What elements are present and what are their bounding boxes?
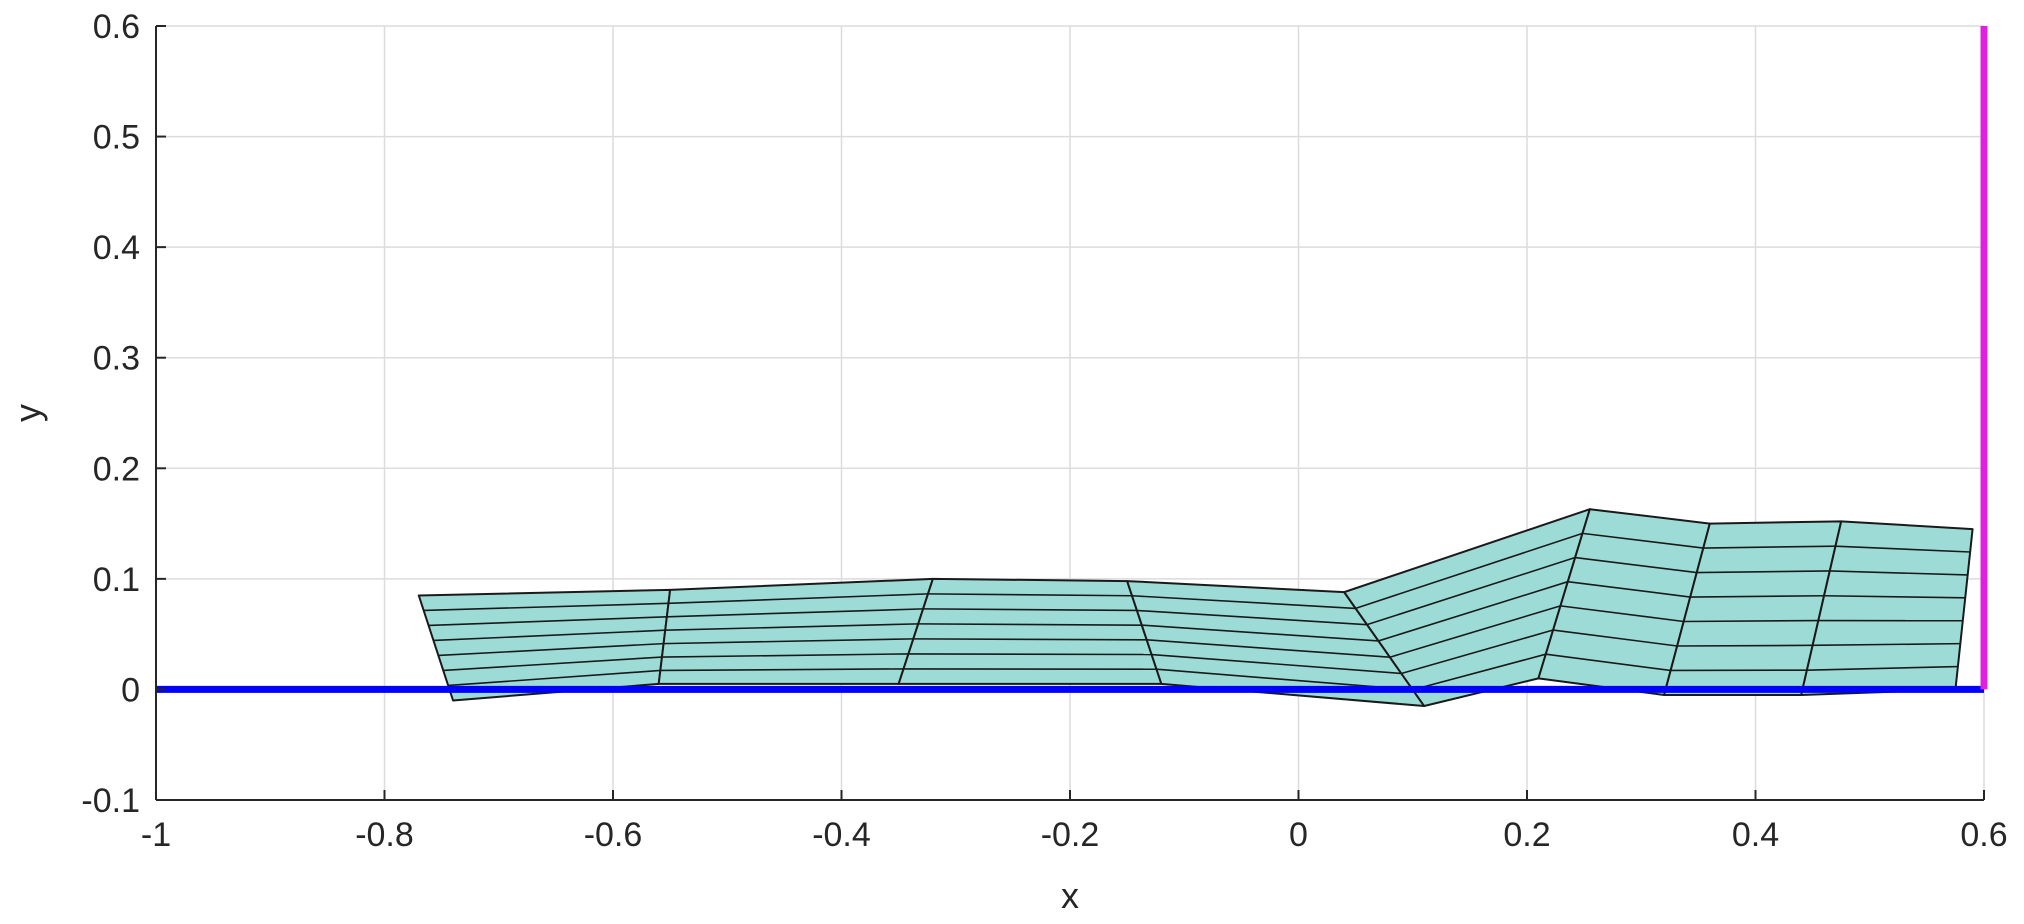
mesh-layer-line <box>923 608 1137 612</box>
x-axis-label: x <box>1061 875 1079 916</box>
y-tick-label: 0 <box>121 671 140 709</box>
y-tick-label: 0.1 <box>93 561 140 599</box>
mesh-layer-line <box>913 638 1147 641</box>
mesh-layer-line <box>423 602 669 612</box>
mesh-layer-line <box>660 668 904 672</box>
y-tick-label: -0.1 <box>81 782 140 820</box>
mesh-layer-line <box>1696 570 1830 574</box>
mesh-layer-line <box>1366 556 1576 626</box>
mesh-layer-line <box>1835 545 1971 553</box>
tick-labels: -1 -0.8 -0.6 -0.4 -0.2 0 0.2 0.4 0.6 -0.1 0 0.1 0.2 0… <box>81 8 2007 854</box>
mesh-layer-line <box>666 608 924 618</box>
mesh-layer-line <box>665 623 919 631</box>
mesh-layer-line <box>1690 594 1825 598</box>
mesh-layer-line <box>1824 594 1966 599</box>
mesh-layer-line <box>1812 642 1961 647</box>
mesh-layer-line <box>1378 580 1569 642</box>
mesh-layer-line <box>1575 556 1697 574</box>
mesh-layer-line <box>433 629 666 642</box>
x-tick-label: 0.2 <box>1503 816 1550 854</box>
mesh-layer-line <box>1560 605 1684 623</box>
mesh-layer-line <box>918 623 1142 626</box>
x-tick-label: -0.4 <box>812 816 871 854</box>
line-layer <box>156 26 1988 693</box>
mesh-layer-line <box>443 656 663 672</box>
mesh-layer-line <box>1355 532 1583 610</box>
y-tick-label: 0.4 <box>93 229 140 267</box>
x-tick-label: -1 <box>141 816 171 854</box>
mesh-layer-line <box>1553 629 1678 647</box>
x-tick-label: -0.2 <box>1041 816 1100 854</box>
mesh-layer-line <box>428 615 667 627</box>
mesh-layer-line <box>1545 653 1671 672</box>
mesh-layer-line <box>1829 570 1968 576</box>
y-tick-label: 0.6 <box>93 8 140 46</box>
mesh-layer-line <box>668 593 929 605</box>
mesh-layer-line <box>1582 532 1704 549</box>
x-tick-label: 0.6 <box>1960 816 2007 854</box>
y-tick-label: 0.5 <box>93 119 140 157</box>
axes <box>155 25 1985 801</box>
mesh-layer-line <box>1131 594 1356 610</box>
mesh-layer-line <box>661 653 909 658</box>
mesh-layer-line <box>1141 624 1379 642</box>
mesh-layer <box>417 508 1974 708</box>
mesh-layer-line <box>1703 545 1836 549</box>
mesh-layer-line <box>663 638 914 645</box>
y-tick-label: 0.2 <box>93 450 140 488</box>
mesh-layer-line <box>448 669 661 687</box>
mesh-layer-line <box>1567 580 1691 598</box>
mesh-layer-line <box>1806 665 1958 671</box>
mesh-layer-line <box>438 642 664 657</box>
mesh-layer-line <box>1136 609 1368 626</box>
mesh-layer-line <box>1389 605 1561 658</box>
mesh-layer-line <box>1683 619 1819 623</box>
mesh-layer-line <box>1677 644 1813 647</box>
mesh-layer-line <box>908 653 1152 656</box>
x-tick-label: 0.4 <box>1732 816 1779 854</box>
x-tick-label: -0.6 <box>584 816 643 854</box>
mesh-layer-line <box>927 593 1133 597</box>
mesh-layer-line <box>1151 653 1402 675</box>
x-tick-label: 0 <box>1289 816 1308 854</box>
y-axis-label: y <box>7 404 48 422</box>
mesh-layer-line <box>1412 653 1546 691</box>
mesh-layer-line <box>1146 639 1390 659</box>
x-tick-label: -0.8 <box>355 816 414 854</box>
mesh-layer-line <box>1401 629 1554 675</box>
y-tick-label: 0.3 <box>93 340 140 378</box>
